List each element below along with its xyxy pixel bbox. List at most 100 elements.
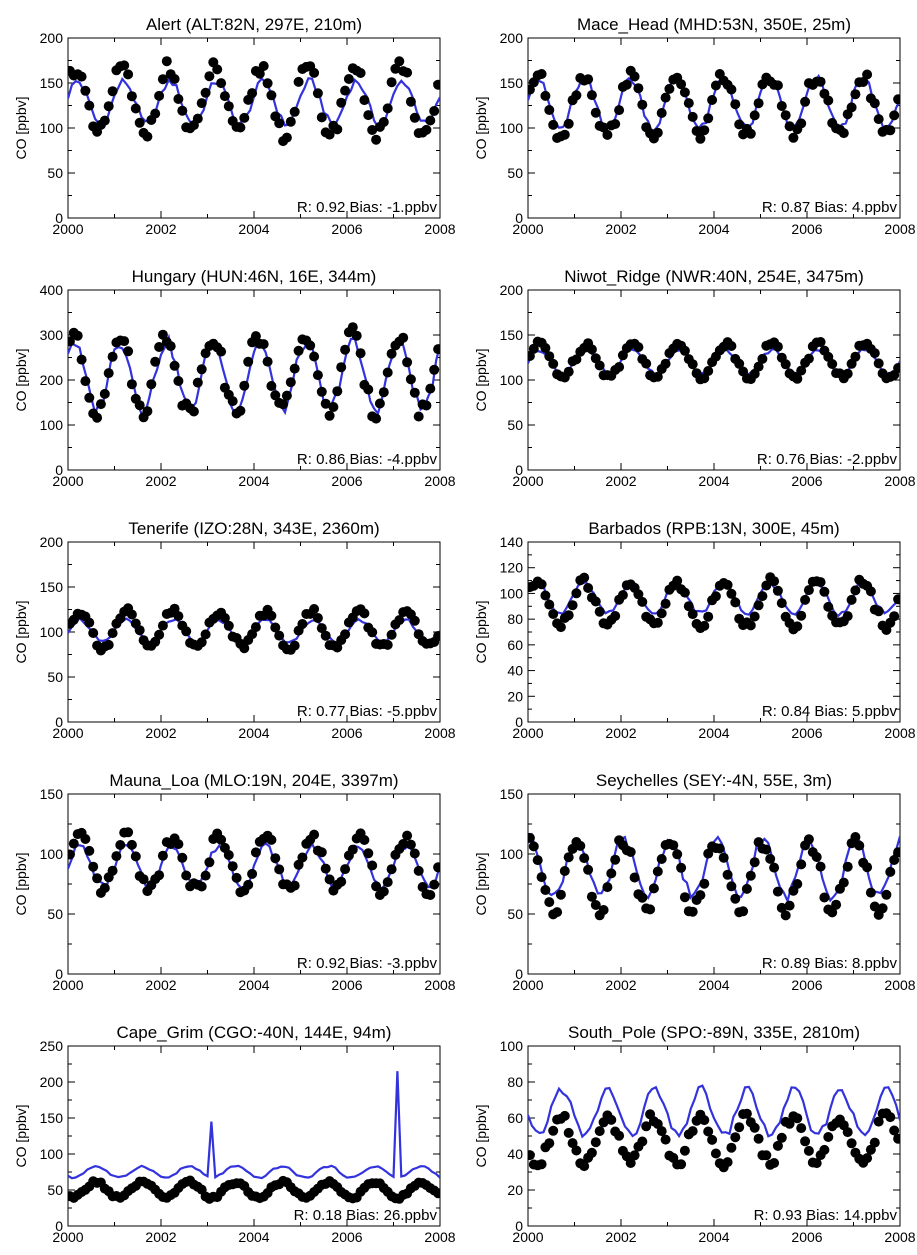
observation-point — [610, 119, 621, 129]
observation-point — [188, 406, 199, 417]
observation-point — [235, 405, 246, 416]
chart-panel: Cape_Grim (CGO:-40N, 144E, 94m) CO [ppbv]… — [13, 1023, 456, 1245]
observation-point — [873, 606, 884, 617]
observation-point — [88, 861, 99, 872]
y-tick-label: 0 — [515, 462, 523, 478]
observation-point — [621, 79, 632, 90]
observation-point — [343, 74, 354, 84]
observation-point — [745, 620, 756, 631]
observation-point — [200, 87, 211, 98]
observation-point — [679, 892, 690, 903]
x-tick-label: 2004 — [698, 977, 729, 993]
observation-point — [563, 366, 574, 377]
observation-point — [297, 619, 308, 629]
observation-point — [660, 1134, 671, 1145]
observation-point — [103, 639, 114, 650]
observation-point — [885, 125, 896, 136]
observation-point — [800, 1136, 811, 1147]
observation-point — [216, 834, 227, 845]
y-tick-label: 400 — [40, 282, 64, 298]
stats-annotation: R: 0.86 Bias: -4.ppbv — [297, 451, 438, 468]
observation-point — [161, 56, 172, 67]
observation-point — [893, 594, 900, 605]
observation-point — [324, 129, 335, 140]
y-tick-label: 20 — [507, 1182, 523, 1198]
observation-point — [656, 1126, 667, 1137]
observation-point — [243, 879, 254, 890]
y-axis-label: CO [ppbv] — [13, 852, 29, 915]
observation-point — [761, 844, 772, 855]
observation-point — [363, 848, 374, 859]
observation-point — [243, 356, 254, 367]
observation-point — [250, 331, 261, 342]
observation-point — [367, 860, 378, 871]
observation-point — [548, 358, 559, 369]
observation-point — [540, 885, 551, 895]
observation-point — [157, 74, 168, 85]
observation-point — [219, 613, 230, 623]
observation-point — [672, 849, 683, 860]
observation-point — [528, 841, 539, 852]
observation-point — [676, 862, 687, 873]
x-tick-label: 2000 — [512, 725, 543, 741]
observation-point — [772, 886, 783, 897]
observation-point — [130, 851, 141, 862]
observation-point — [99, 388, 110, 399]
model-series-line — [528, 1084, 900, 1139]
observation-point — [769, 862, 780, 873]
observation-point — [633, 589, 644, 600]
observation-point — [433, 79, 440, 90]
observation-point — [772, 341, 783, 352]
observation-point — [316, 386, 327, 397]
observation-point — [425, 115, 436, 126]
observation-point — [586, 1147, 597, 1158]
observation-point — [637, 596, 648, 607]
y-tick-label: 80 — [507, 1074, 523, 1090]
observation-point — [402, 357, 413, 368]
chart-title: Mace_Head (MHD:53N, 350E, 25m) — [577, 15, 851, 34]
observation-point — [881, 889, 892, 900]
observation-point — [340, 344, 351, 355]
observation-point — [544, 599, 555, 610]
observation-point — [394, 56, 405, 67]
observation-point — [196, 881, 207, 892]
observation-point — [699, 878, 710, 889]
observation-point — [270, 390, 281, 401]
y-tick-label: 200 — [40, 1074, 64, 1090]
observation-point — [780, 910, 791, 921]
observation-point — [780, 110, 791, 121]
observation-point — [637, 1136, 648, 1147]
observation-point — [726, 84, 737, 95]
x-tick-label: 2002 — [145, 473, 176, 489]
observation-point — [590, 900, 601, 910]
x-tick-label: 2004 — [238, 473, 269, 489]
observation-point — [571, 1145, 582, 1156]
observation-point — [154, 342, 165, 352]
y-tick-label: 300 — [40, 327, 64, 343]
observation-point — [606, 868, 617, 879]
observation-point — [409, 615, 420, 626]
observation-point — [107, 865, 118, 876]
observation-point — [320, 863, 331, 874]
observation-point — [173, 839, 184, 850]
observation-point — [312, 613, 323, 623]
observation-point — [567, 1138, 578, 1149]
observation-point — [528, 1150, 535, 1161]
observation-point — [641, 1121, 652, 1132]
observation-point — [679, 345, 690, 356]
observation-point — [683, 98, 694, 109]
y-tick-label: 50 — [47, 165, 63, 181]
x-tick-label: 2006 — [791, 221, 822, 237]
observation-point — [772, 585, 783, 596]
observation-point — [865, 887, 876, 898]
stats-annotation: R: 0.77 Bias: -5.ppbv — [297, 703, 438, 720]
observation-point — [614, 1130, 625, 1141]
observation-point — [645, 904, 656, 915]
observation-point — [138, 874, 149, 885]
observation-point — [320, 630, 331, 641]
observation-point — [536, 579, 547, 590]
observation-point — [293, 76, 304, 87]
observation-point — [309, 604, 320, 614]
observation-point — [827, 907, 838, 918]
